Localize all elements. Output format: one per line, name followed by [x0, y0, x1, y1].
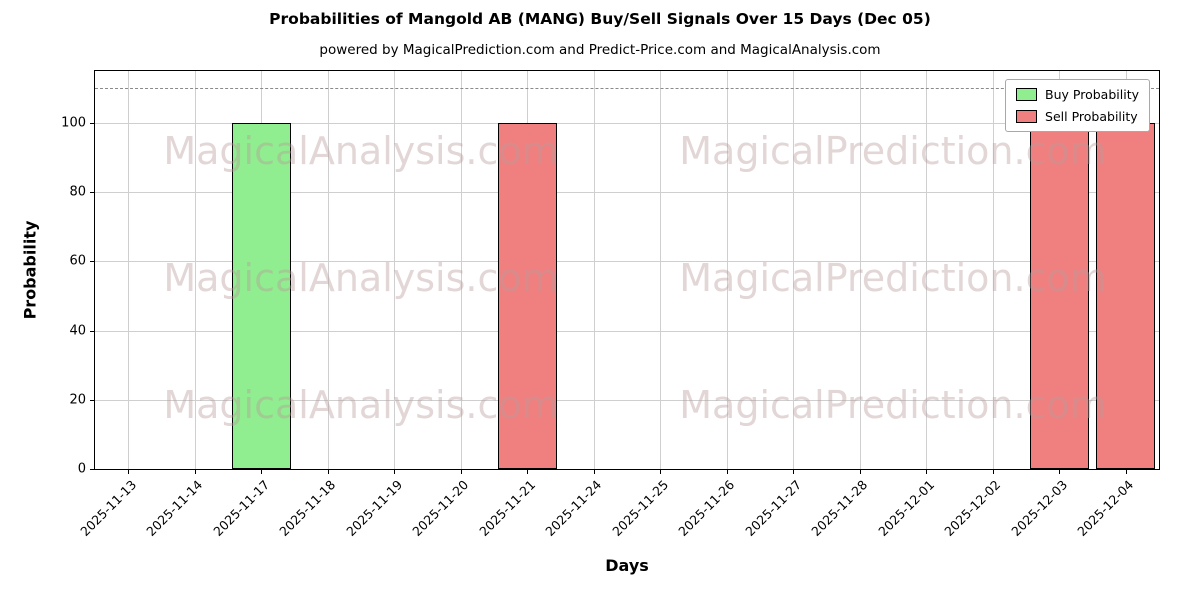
legend-label-buy: Buy Probability [1045, 87, 1139, 102]
x-tick-mark [859, 469, 861, 474]
legend: Buy Probability Sell Probability [1005, 79, 1150, 132]
bar-buy-probability [231, 122, 291, 469]
x-tick-label: 2025-12-03 [1007, 477, 1070, 539]
y-tick-mark [90, 122, 95, 124]
x-gridline [593, 71, 595, 469]
bar-sell-probability [1096, 122, 1155, 469]
x-gridline [128, 71, 130, 469]
x-tick-label: 2025-12-01 [874, 477, 937, 539]
x-tick-mark [261, 469, 263, 474]
x-tick-label: 2025-11-19 [342, 477, 405, 539]
x-tick-mark [1059, 469, 1061, 474]
x-tick-label: 2025-11-18 [276, 477, 339, 539]
x-tick-label: 2025-11-28 [808, 477, 871, 539]
x-tick-label: 2025-11-24 [542, 477, 605, 539]
legend-swatch-buy-icon [1016, 88, 1038, 101]
x-tick-mark [460, 469, 462, 474]
x-gridline [460, 71, 462, 469]
x-tick-mark [793, 469, 795, 474]
y-tick-mark [90, 192, 95, 194]
y-tick-mark [90, 399, 95, 401]
x-gridline [394, 71, 396, 469]
y-tick-mark [90, 261, 95, 263]
x-tick-mark [1125, 469, 1127, 474]
x-tick-mark [128, 469, 130, 474]
plot-area: Buy Probability Sell Probability 0 20 40 60… [61, 70, 1160, 539]
y-tick-mark [90, 330, 95, 332]
x-gridline [926, 71, 928, 469]
x-tick-mark [394, 469, 396, 474]
x-gridline [327, 71, 329, 469]
x-tick-mark [593, 469, 595, 474]
x-tick-mark [992, 469, 994, 474]
y-tick-label: 40 [69, 323, 86, 339]
x-tick-label: 2025-12-04 [1074, 477, 1137, 539]
y-tick-mark [90, 469, 95, 470]
legend-label-sell: Sell Probability [1045, 109, 1138, 124]
y-tick-label: 60 [69, 253, 86, 269]
x-tick-mark [660, 469, 662, 474]
x-tick-mark [527, 469, 529, 474]
x-tick-label: 2025-11-27 [741, 477, 804, 539]
y-tick-label: 80 [69, 184, 86, 200]
x-tick-label: 2025-11-21 [475, 477, 538, 539]
x-gridline [859, 71, 861, 469]
y-tick-label: 0 [77, 461, 86, 477]
legend-item-sell: Sell Probability [1016, 109, 1139, 124]
y-gridline [95, 399, 1159, 401]
y-tick-label: 20 [69, 392, 86, 408]
x-tick-label: 2025-11-14 [143, 477, 206, 539]
x-tick-label: 2025-11-26 [675, 477, 738, 539]
legend-item-buy: Buy Probability [1016, 87, 1139, 102]
x-gridline [194, 71, 196, 469]
x-tick-label: 2025-11-25 [608, 477, 671, 539]
y-axis-label: Probability [20, 220, 40, 320]
bar-sell-probability [1029, 122, 1089, 469]
x-gridline [726, 71, 728, 469]
y-gridline [95, 330, 1159, 332]
chart-title: Probabilities of Mangold AB (MANG) Buy/S… [269, 10, 931, 28]
x-tick-mark [926, 469, 928, 474]
x-tick-label: 2025-11-13 [76, 477, 139, 539]
y-gridline [95, 122, 1159, 124]
x-gridline [660, 71, 662, 469]
x-gridline [992, 71, 994, 469]
x-tick-mark [726, 469, 728, 474]
x-tick-label: 2025-11-20 [409, 477, 472, 539]
legend-swatch-sell-icon [1016, 110, 1038, 123]
y-gridline [95, 192, 1159, 194]
threshold-line [95, 88, 1159, 90]
y-gridline [95, 261, 1159, 263]
y-tick-label: 100 [61, 115, 86, 131]
x-axis-label: Days [605, 556, 649, 575]
chart-subtitle: powered by MagicalPrediction.com and Pre… [319, 42, 881, 58]
x-tick-mark [327, 469, 329, 474]
x-tick-mark [194, 469, 196, 474]
bar-sell-probability [497, 122, 557, 469]
x-gridline [793, 71, 795, 469]
x-tick-label: 2025-11-17 [209, 477, 272, 539]
x-tick-label: 2025-12-02 [941, 477, 1004, 539]
